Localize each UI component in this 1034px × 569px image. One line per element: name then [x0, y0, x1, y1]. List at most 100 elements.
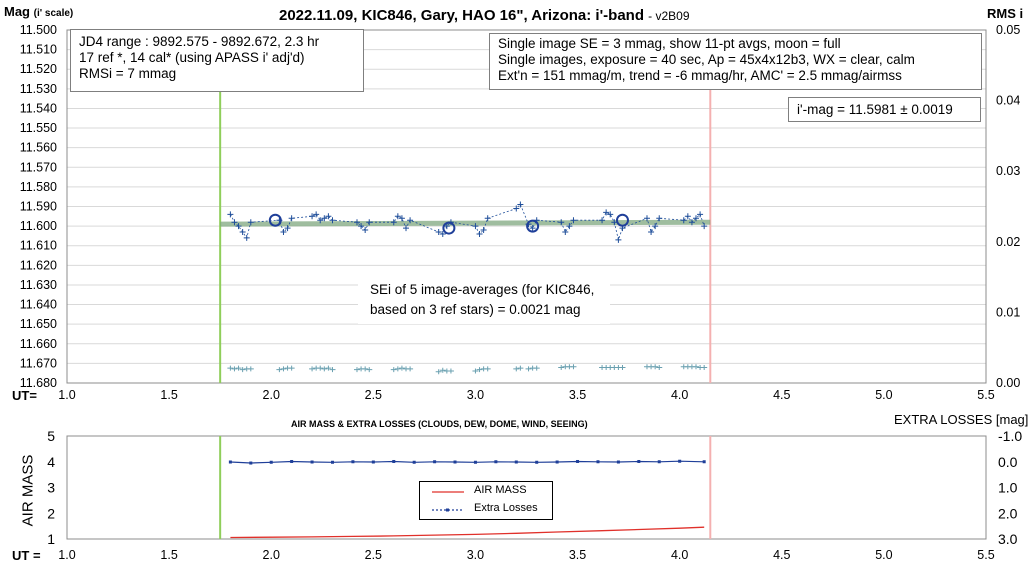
single-image-point	[693, 215, 700, 222]
single-image-point	[570, 217, 577, 224]
single-image-point	[643, 215, 650, 222]
single-image-point	[648, 228, 655, 235]
extra-losses-point	[290, 459, 294, 463]
extra-losses-point	[249, 461, 253, 465]
rms-point	[231, 366, 238, 372]
extra-losses-point	[453, 460, 457, 464]
single-image-point	[599, 217, 606, 224]
single-image-trace	[230, 203, 705, 242]
single-image-point	[288, 215, 295, 222]
rms-point	[394, 366, 401, 372]
bottom-x-tick-label: 5.5	[977, 548, 994, 562]
rms-point	[288, 365, 295, 371]
right-tick-label: 0.05	[996, 23, 1020, 37]
single-image-point	[239, 228, 246, 235]
rms-point	[656, 364, 663, 370]
single-image-point	[284, 225, 291, 232]
se-line-2: based on 3 ref stars) = 0.0021 mag	[370, 302, 581, 317]
single-image-point	[407, 217, 414, 224]
single-image-point	[701, 223, 708, 230]
rms-point	[227, 365, 234, 371]
single-image-point	[476, 230, 483, 237]
single-image-point	[309, 213, 316, 220]
single-image-point	[680, 217, 687, 224]
rms-point	[693, 364, 700, 370]
rms-point	[525, 366, 532, 372]
bottom-x-tick-label: 4.0	[671, 548, 688, 562]
bottom-plot-frame	[66, 435, 987, 540]
y-tick-label: 11.520	[20, 62, 57, 76]
extra-losses-line	[230, 460, 705, 464]
rms-point	[513, 366, 520, 372]
bottom-y-tick-label: 3	[47, 480, 55, 496]
extra-losses-point	[678, 459, 682, 463]
single-image-point	[439, 230, 446, 237]
extra-losses-point	[702, 460, 706, 464]
bottom-x-tick-label: 4.5	[773, 548, 790, 562]
bottom-x-tick-label: 1.5	[160, 548, 177, 562]
rms-point	[407, 366, 414, 372]
extra-losses-point	[637, 459, 641, 463]
extra-losses-point	[310, 460, 314, 464]
extra-losses-point	[269, 460, 273, 464]
y-tick-label: 11.530	[20, 82, 57, 96]
extra-losses-point	[494, 460, 498, 464]
single-image-point	[615, 236, 622, 243]
single-image-point	[517, 201, 524, 208]
extra-losses-point	[576, 459, 580, 463]
right-tick-label: 0.03	[996, 164, 1020, 178]
plot-frame	[66, 29, 987, 384]
extra-losses-point	[657, 460, 661, 464]
single-image-point	[317, 217, 324, 224]
bottom-y-tick-label: 4	[47, 454, 55, 470]
rms-point	[390, 367, 397, 373]
extra-losses-point	[351, 460, 355, 464]
bottom-right-axis-label: EXTRA LOSSES [mag]	[894, 412, 1029, 427]
legend-airmass-label: AIR MASS	[474, 484, 527, 496]
y-tick-label: 11.540	[20, 101, 57, 115]
single-image-point	[353, 219, 360, 226]
single-image-point	[472, 223, 479, 230]
single-se-line: Single image SE = 3 mmag, show 11-pt avg…	[498, 36, 841, 51]
rms-point	[353, 367, 360, 373]
bottom-x-tick-label: 2.5	[365, 548, 382, 562]
x-tick-label: 5.0	[875, 388, 892, 402]
legend-swatches	[432, 491, 464, 512]
y-tick-label: 11.590	[20, 200, 57, 214]
rms-point	[439, 367, 446, 373]
rms-point	[619, 364, 626, 370]
extra-losses-point	[514, 460, 518, 464]
x-tick-label: 4.5	[773, 388, 790, 402]
rms-point	[484, 366, 491, 372]
bottom-x-tick-label: 5.0	[875, 548, 892, 562]
bottom-right-tick-label: 0.0	[998, 454, 1018, 470]
single-image-point	[227, 211, 234, 218]
info-box-right: Single image SE = 3 mmag, show 11-pt avg…	[489, 33, 982, 90]
extinction-line: Ext'n = 151 mmag/m, trend = -6 mmag/hr, …	[498, 68, 902, 83]
x-tick-label: 3.0	[467, 388, 484, 402]
single-image-point	[362, 227, 369, 234]
single-image-point	[325, 213, 332, 220]
y-tick-label: 11.560	[20, 141, 57, 155]
bottom-x-tick-label: 3.5	[569, 548, 586, 562]
single-image-point	[697, 211, 704, 218]
x-tick-label: 2.5	[365, 388, 382, 402]
extra-losses-point	[535, 460, 539, 464]
bottom-right-tick-label: 2.0	[998, 505, 1018, 521]
single-image-point	[366, 219, 373, 226]
single-image-point	[558, 219, 565, 226]
single-image-point	[607, 211, 614, 218]
single-image-point	[562, 228, 569, 235]
single-image-point	[403, 225, 410, 232]
y-tick-label: 11.680	[20, 376, 57, 390]
y-tick-label: 11.510	[20, 43, 57, 57]
rms-point	[447, 368, 454, 374]
single-image-point	[484, 215, 491, 222]
mean-fit-line	[220, 219, 711, 227]
single-image-point	[688, 219, 695, 226]
bottom-x-axis-label: UT =	[12, 548, 41, 563]
bottom-y-axis-label: AIR MASS	[19, 454, 37, 527]
y-axis-label: Mag (i' scale)	[4, 4, 74, 19]
rms-point	[652, 364, 659, 370]
